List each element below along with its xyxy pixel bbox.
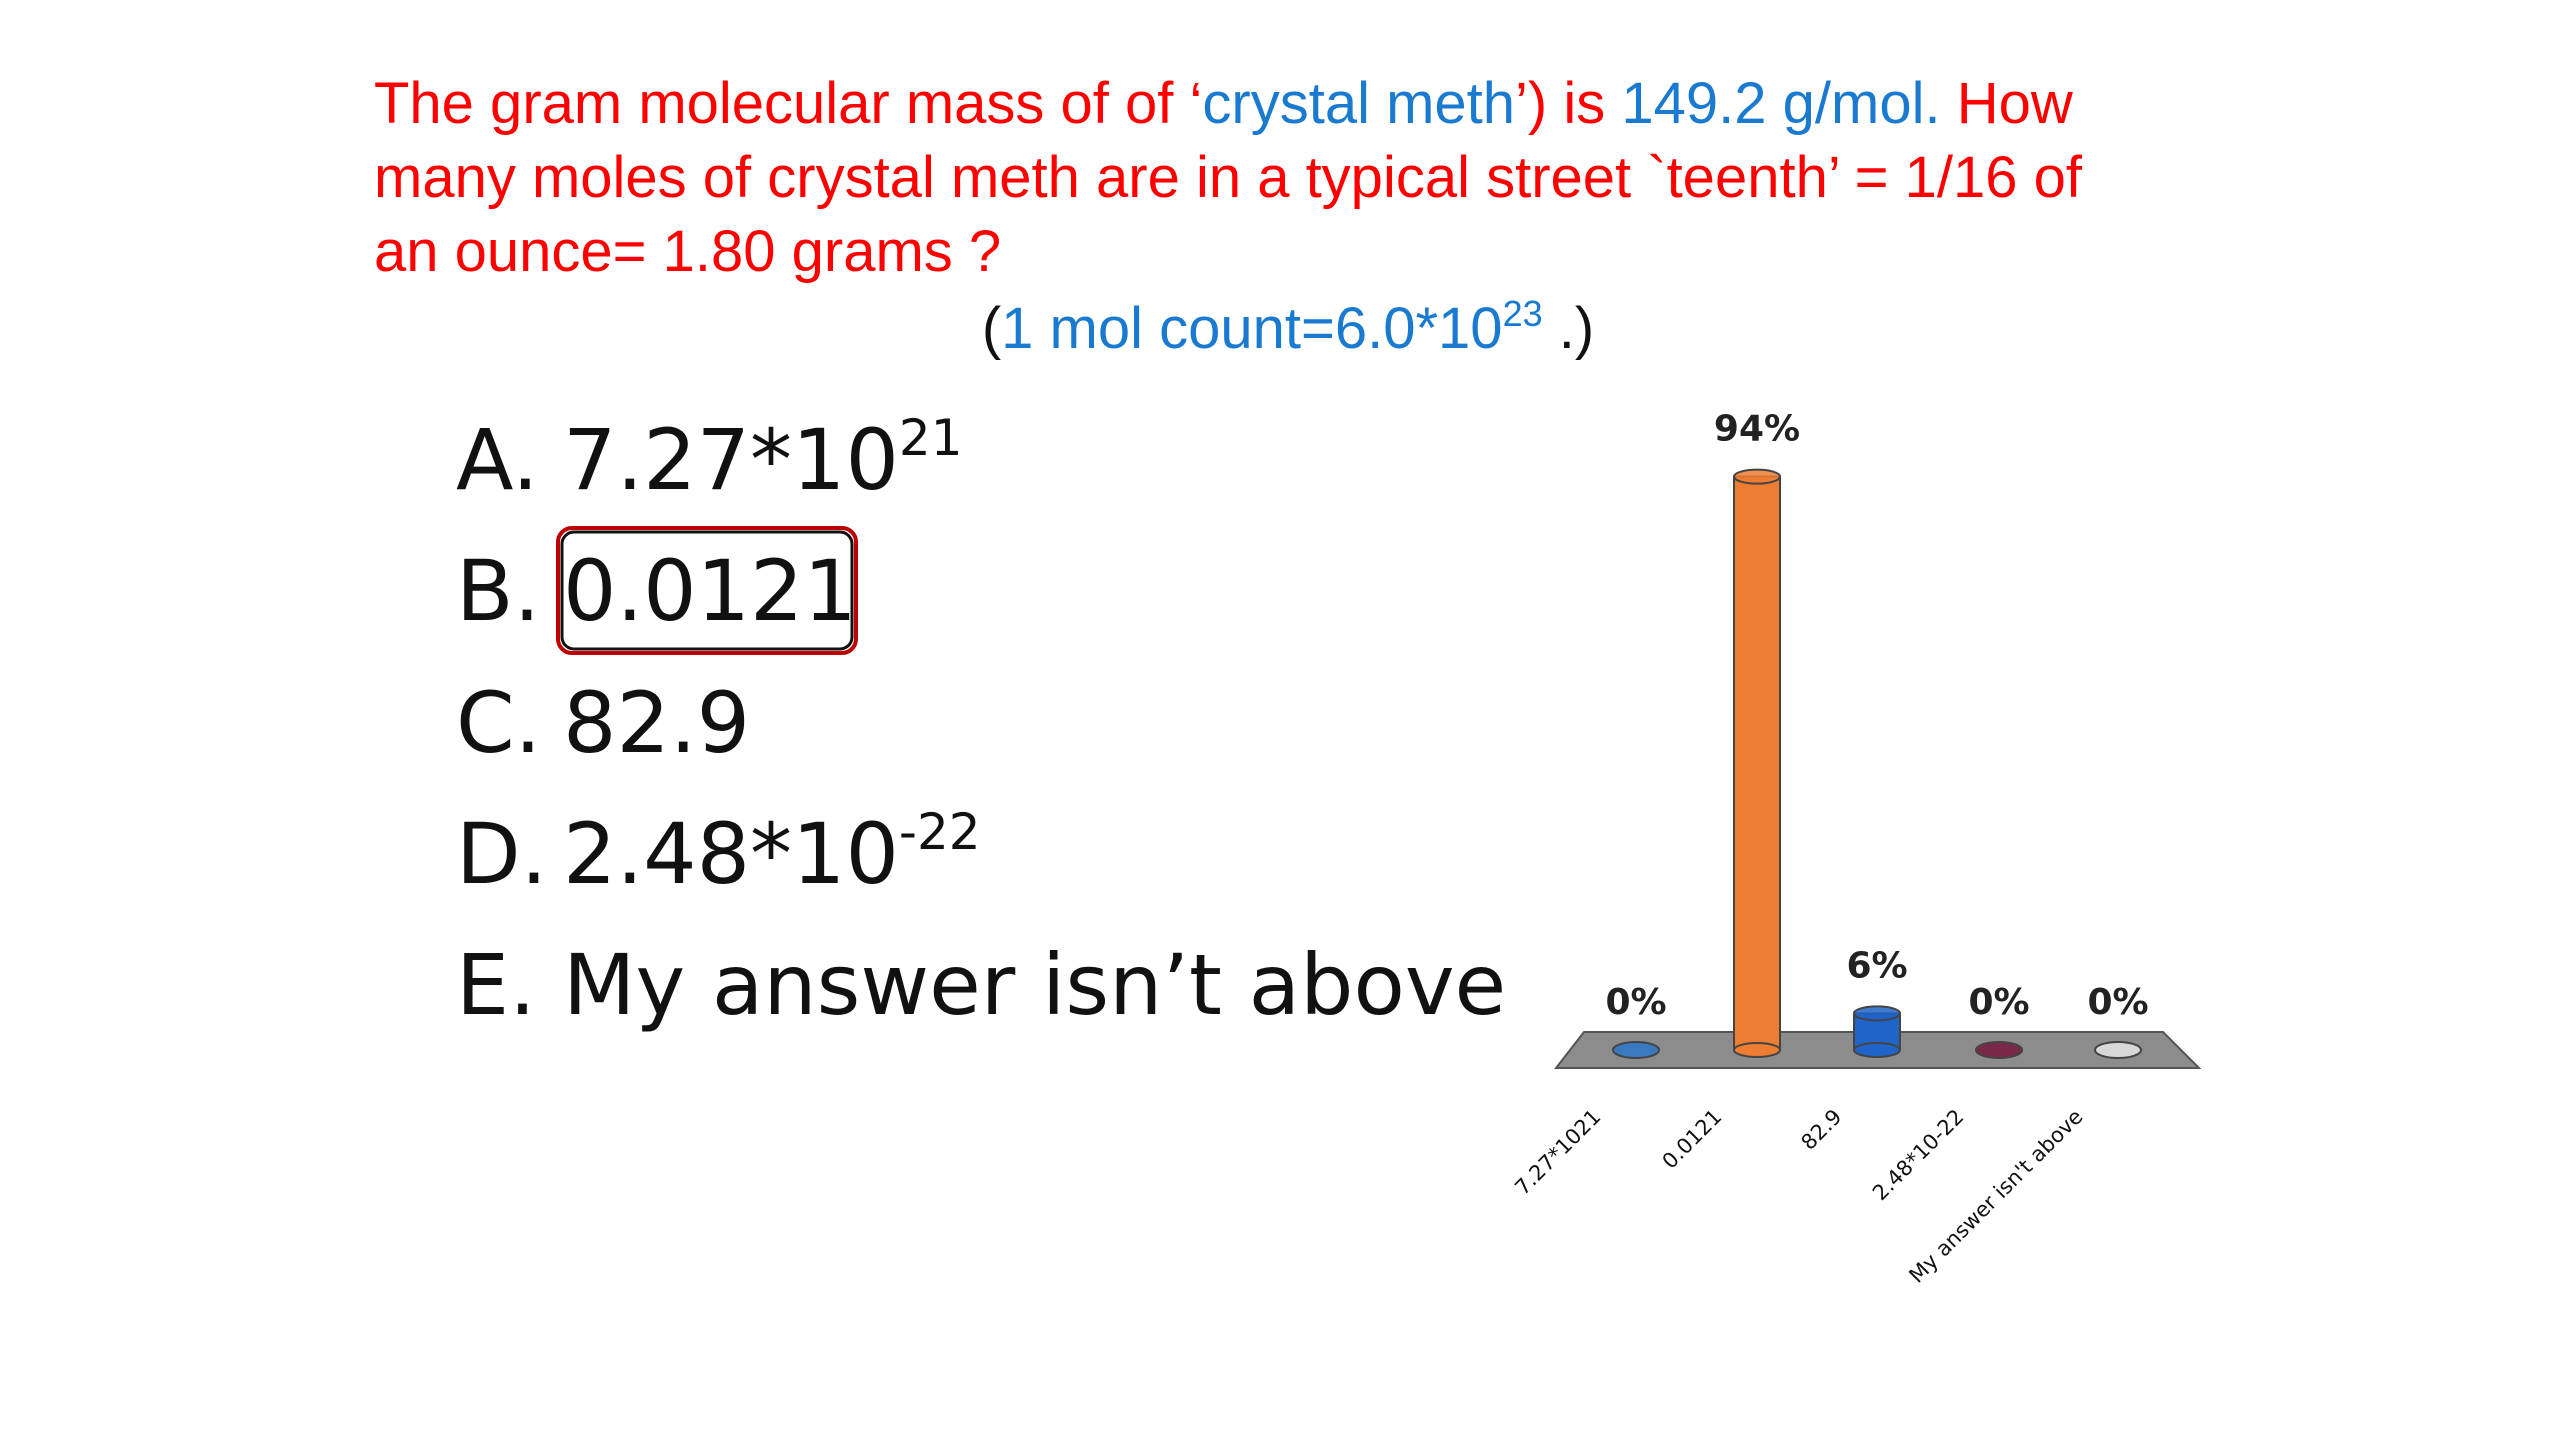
option-letter: C.: [456, 674, 541, 772]
note-segment: (: [982, 296, 1001, 361]
option-text: 0.0121: [563, 542, 857, 640]
bar-bottom: [1853, 1042, 1901, 1058]
option-letter: D.: [456, 805, 547, 903]
option-text: 7.27*1021: [563, 409, 963, 509]
option-value: 7.27*10: [563, 411, 899, 509]
bar: [1612, 1041, 1660, 1059]
question-segment: 149.2 g/mol.: [1621, 71, 1940, 136]
option-value: 2.48*10: [563, 805, 899, 903]
category-label: 7.27*1021: [1510, 1105, 1605, 1200]
question-note: (1 mol count=6.0*1023 .): [982, 293, 1594, 361]
value-label: 0%: [2087, 982, 2148, 1023]
value-label: 0%: [1605, 982, 1666, 1023]
question-segment: How: [1941, 71, 2074, 136]
question-segment: crystal meth: [1202, 71, 1515, 136]
option-letter: E.: [456, 936, 536, 1034]
category-label: 2.48*10-22: [1868, 1105, 1969, 1206]
bar-bottom: [1733, 1042, 1781, 1058]
category-label: 0.0121: [1658, 1105, 1727, 1174]
option-sup: 21: [899, 409, 963, 467]
note-segment: 1 mol count=6.0*10: [1001, 296, 1502, 361]
option-text: My answer isn’t above: [563, 936, 1506, 1034]
bar: [2094, 1041, 2142, 1059]
option-value: 82.9: [563, 674, 750, 772]
option-sup: -22: [899, 803, 981, 861]
question-line: an ounce= 1.80 grams ?: [374, 219, 1001, 284]
note-segment: .): [1543, 296, 1595, 361]
question-line: many moles of crystal meth are in a typi…: [374, 145, 2083, 210]
option-text: 82.9: [563, 674, 750, 772]
bar: [1975, 1041, 2023, 1059]
value-label: 6%: [1846, 945, 1907, 986]
option-text: 2.48*10-22: [563, 803, 981, 903]
question-segment: an ounce= 1.80 grams ?: [374, 219, 1001, 284]
bar-top: [1733, 468, 1781, 485]
bar: [1733, 475, 1781, 1052]
answer-box-inner: [560, 530, 854, 651]
value-label: 94%: [1714, 409, 1800, 450]
option-letter: B.: [456, 542, 540, 640]
category-label: 82.9: [1796, 1105, 1846, 1155]
option-value: My answer isn’t above: [563, 936, 1506, 1034]
question-segment: The gram molecular mass of of ‘: [374, 71, 1202, 136]
note-segment: 23: [1503, 293, 1543, 334]
question-segment: ’) is: [1515, 71, 1621, 136]
option-letter: A.: [456, 411, 539, 509]
question-segment: many moles of crystal meth are in a typi…: [374, 145, 2083, 210]
option-value: 0.0121: [563, 542, 857, 640]
answer-box: [556, 526, 858, 655]
question-line: The gram molecular mass of of ‘crystal m…: [374, 71, 2074, 136]
bar-top: [1853, 1005, 1901, 1022]
value-label: 0%: [1968, 982, 2029, 1023]
